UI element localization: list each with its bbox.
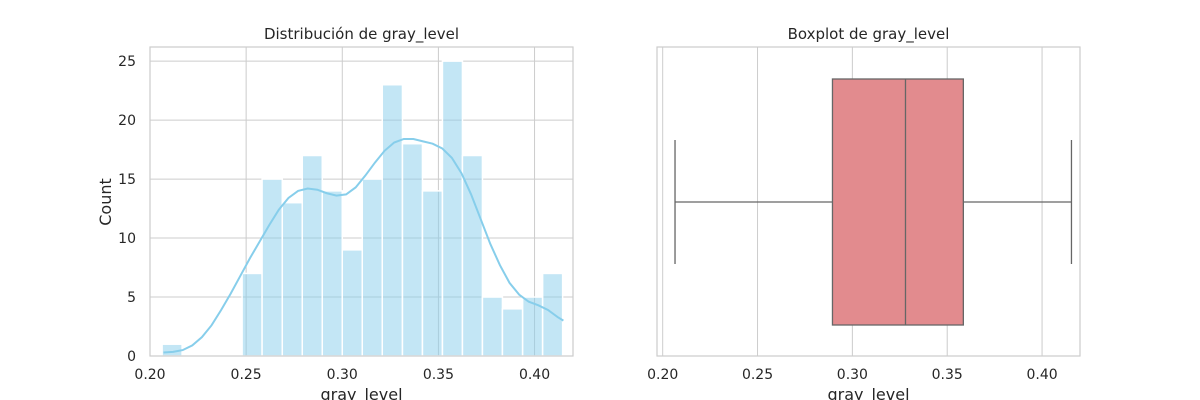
histogram-x-tick-label: 0.20	[134, 367, 165, 383]
boxplot-x-tick-label: 0.35	[932, 367, 963, 383]
histogram-x-tick-label: 0.40	[519, 367, 550, 383]
histogram-x-tick-labels: 0.20 0.25 0.30 0.35 0.40	[134, 367, 550, 383]
histogram-bar	[461, 154, 484, 357]
histogram-bar	[281, 201, 304, 357]
histogram-bar	[401, 142, 424, 357]
kde-curve	[163, 137, 564, 354]
histogram-bar	[501, 308, 524, 357]
histogram-bar	[341, 249, 364, 357]
boxplot-panel: 0.20 0.25 0.30 0.35 0.40 Boxplot de gray_lev…	[647, 25, 1081, 400]
histogram-panel: 0.20 0.25 0.30 0.35 0.40 0 5 10 15 20 25 Distribu…	[96, 25, 574, 400]
boxplot-x-tick-label: 0.40	[1026, 367, 1057, 383]
boxplot-title: Boxplot de gray_level	[788, 25, 950, 44]
histogram-bar	[321, 190, 344, 357]
histogram-bar	[421, 190, 444, 357]
histogram-y-tick-label: 5	[127, 290, 136, 306]
histogram-x-axis-label: gray_level	[320, 385, 402, 400]
histogram-y-tick-labels: 0 5 10 15 20 25	[118, 54, 136, 365]
histogram-bar	[241, 272, 263, 357]
histogram-y-tick-label: 25	[118, 54, 136, 70]
boxplot-elements	[674, 78, 1073, 326]
histogram-bar	[381, 83, 404, 357]
histogram-x-tick-label: 0.30	[327, 367, 358, 383]
histogram-y-tick-label: 10	[118, 231, 136, 247]
boxplot-x-axis-label: gray_level	[827, 385, 909, 400]
histogram-frame	[149, 46, 574, 357]
boxplot-x-tick-labels: 0.20 0.25 0.30 0.35 0.40	[647, 367, 1058, 383]
histogram-y-tick-label: 20	[118, 113, 136, 129]
boxplot-x-tick-label: 0.20	[647, 367, 678, 383]
histogram-title: Distribución de gray_level	[264, 25, 459, 44]
interquartile-box	[831, 78, 964, 326]
histogram-bar	[261, 178, 284, 357]
histogram-y-tick-label: 15	[118, 172, 136, 188]
histogram-y-tick-label: 0	[127, 349, 136, 365]
boxplot-x-tick-label: 0.25	[742, 367, 773, 383]
histogram-y-axis-label: Count	[96, 178, 115, 226]
boxplot-x-tick-label: 0.30	[837, 367, 868, 383]
histogram-bar	[541, 272, 564, 357]
histogram-x-tick-label: 0.25	[231, 367, 262, 383]
boxplot-frame	[656, 46, 1081, 357]
histogram-bar	[481, 296, 504, 357]
histogram-x-tick-label: 0.35	[423, 367, 454, 383]
histogram-bar	[361, 178, 384, 357]
histogram-bars	[161, 60, 564, 357]
histogram-bar	[441, 60, 464, 357]
histogram-bar	[301, 154, 324, 357]
